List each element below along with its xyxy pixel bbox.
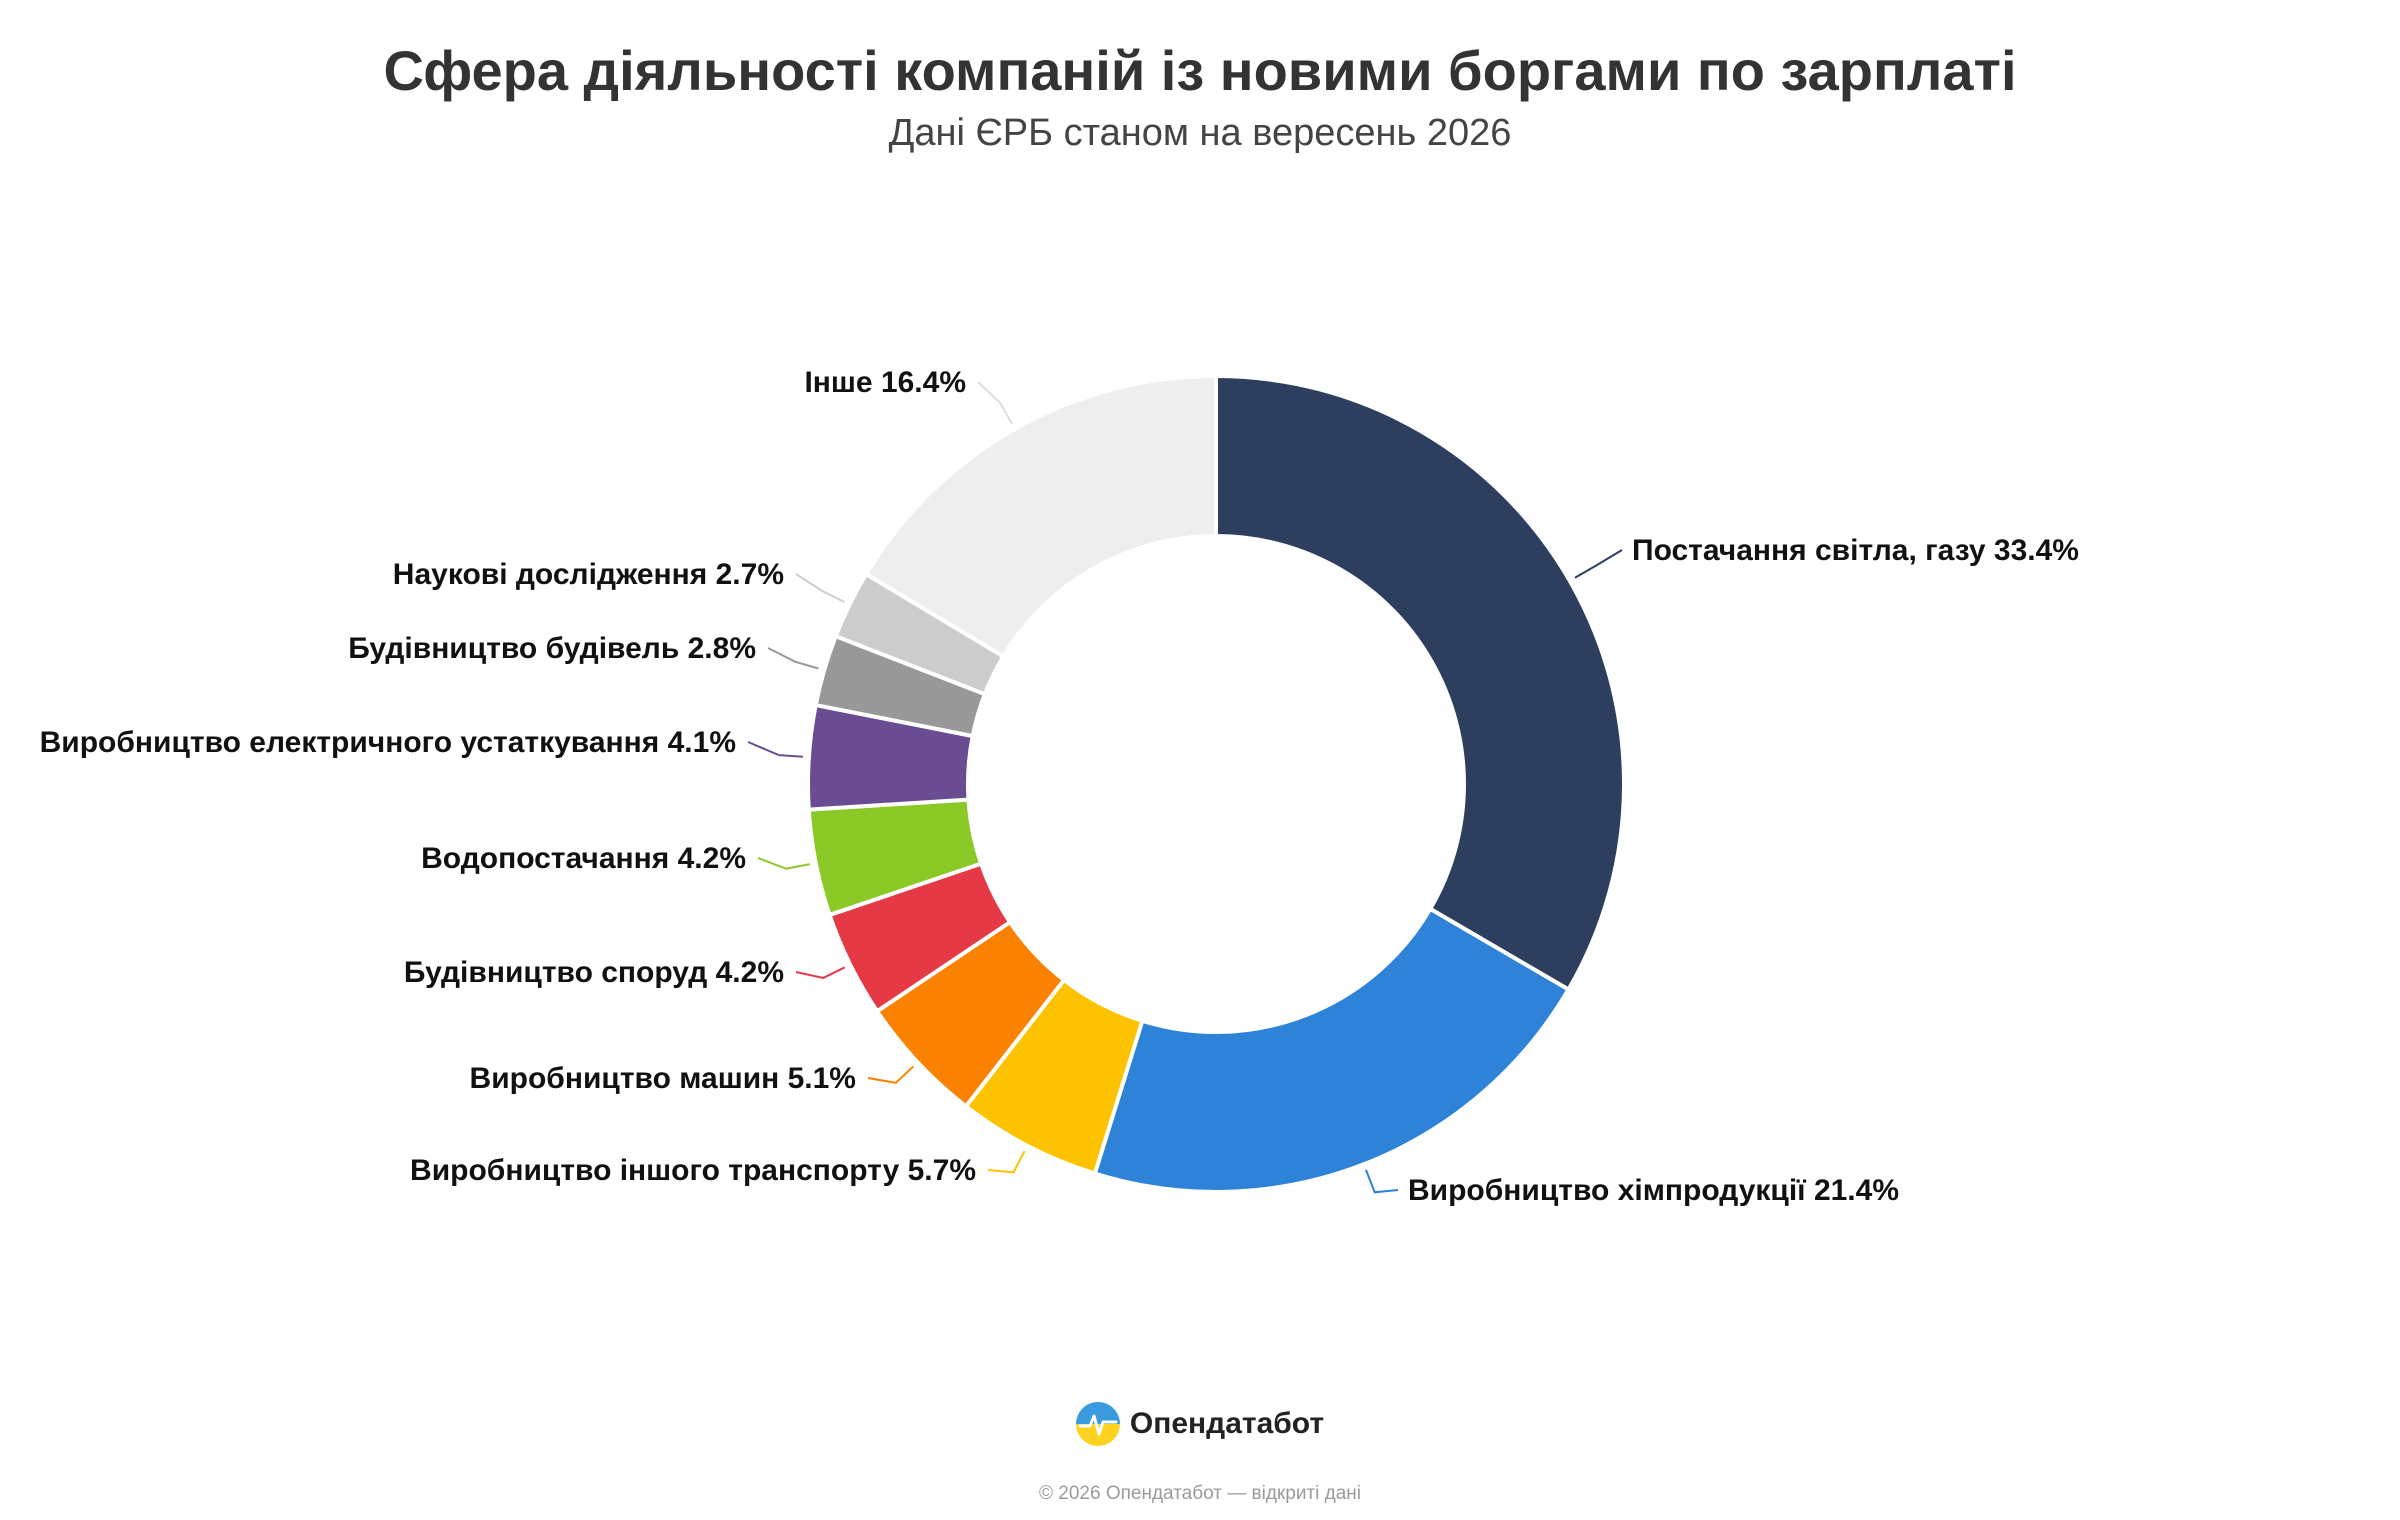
connector-slice-4: [795, 966, 846, 979]
copyright: © 2026 Опендатабот — відкриті дані: [1039, 1483, 1361, 1504]
data-label-slice-4: Будівництво споруд 4.2%: [404, 956, 784, 989]
connector-slice-5: [757, 857, 811, 870]
data-label-slice-1: Виробництво хімпродукції 21.4%: [1408, 1174, 1899, 1207]
data-label-slice-2: Виробництво іншого транспорту 5.7%: [410, 1154, 976, 1187]
opendatabot-logo-icon: [1075, 1402, 1120, 1446]
data-label-slice-9: Інше 16.4%: [804, 366, 966, 399]
data-label-slice-3: Виробництво машин 5.1%: [470, 1062, 856, 1095]
connector-slice-8: [795, 573, 845, 603]
donut-slice-1: [1092, 906, 1571, 1194]
chart-title: Сфера діяльності компаній із новими борг…: [383, 39, 2017, 102]
donut-slice-9: [864, 374, 1218, 659]
chart-subtitle: Дані ЄРБ станом на вересень 2026: [888, 112, 1512, 154]
data-label-slice-6: Виробництво електричного устаткування 4.…: [40, 726, 736, 759]
connector-slice-2: [987, 1150, 1026, 1174]
data-label-slice-0: Постачання світла, газу 33.4%: [1632, 534, 2079, 567]
connector-slice-3: [867, 1065, 915, 1084]
data-label-slice-5: Водопостачання 4.2%: [421, 842, 746, 875]
data-label-slice-8: Наукові дослідження 2.7%: [393, 558, 784, 591]
connector-slice-0: [1574, 549, 1623, 579]
donut-slice-0: [1214, 374, 1626, 992]
connector-slice-6: [747, 741, 803, 758]
data-label-slice-7: Будівництво будівель 2.8%: [348, 632, 756, 665]
brand: Опендатабот: [0, 1402, 2400, 1446]
brand-name: Опендатабот: [1129, 1407, 1325, 1440]
connector-slice-7: [767, 647, 819, 670]
connector-slice-1: [1365, 1169, 1399, 1194]
connector-slice-9: [977, 381, 1013, 425]
